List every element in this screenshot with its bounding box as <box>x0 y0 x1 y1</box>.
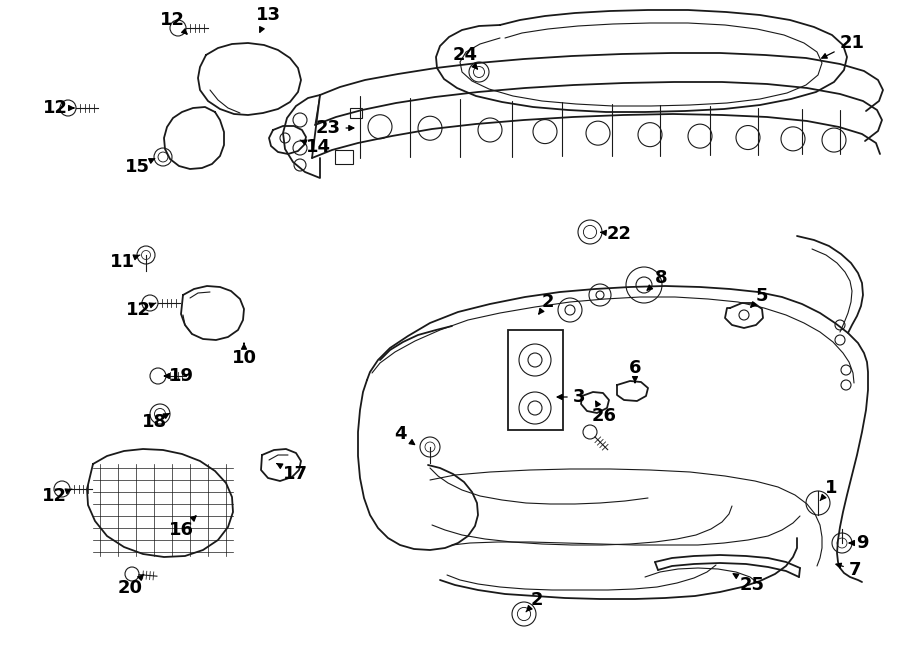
Bar <box>350 108 362 118</box>
Text: 5: 5 <box>751 287 769 307</box>
Text: 7: 7 <box>836 561 861 579</box>
Text: 16: 16 <box>168 516 196 539</box>
Text: 12: 12 <box>159 11 187 34</box>
Text: 17: 17 <box>277 463 308 483</box>
Text: 12: 12 <box>41 487 72 505</box>
Text: 2: 2 <box>539 293 554 314</box>
Text: 24: 24 <box>453 46 478 69</box>
Text: 20: 20 <box>118 574 144 597</box>
Text: 23: 23 <box>316 119 354 137</box>
Text: 8: 8 <box>647 269 667 290</box>
Text: 6: 6 <box>629 359 641 383</box>
Text: 12: 12 <box>125 301 156 319</box>
Text: 18: 18 <box>141 413 169 431</box>
Text: 19: 19 <box>165 367 194 385</box>
Text: 15: 15 <box>124 158 155 176</box>
Text: 14: 14 <box>300 138 330 156</box>
Text: 26: 26 <box>591 401 617 425</box>
Text: 12: 12 <box>42 99 74 117</box>
Text: 13: 13 <box>256 6 281 32</box>
Bar <box>508 330 563 430</box>
Text: 25: 25 <box>734 574 764 594</box>
Text: 21: 21 <box>822 34 865 58</box>
Text: 11: 11 <box>110 253 140 271</box>
Text: 22: 22 <box>600 225 632 243</box>
Text: 4: 4 <box>394 425 415 445</box>
Text: 1: 1 <box>820 479 837 500</box>
Text: 2: 2 <box>526 591 544 612</box>
Text: 9: 9 <box>850 534 868 552</box>
Bar <box>335 150 353 164</box>
Text: 3: 3 <box>557 388 585 406</box>
Text: 10: 10 <box>231 343 256 367</box>
